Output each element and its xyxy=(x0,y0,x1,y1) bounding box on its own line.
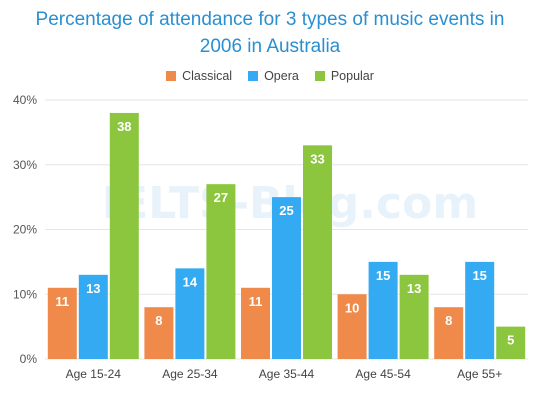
y-tick-label: 20% xyxy=(13,223,37,237)
data-label: 25 xyxy=(279,203,293,218)
y-tick-label: 40% xyxy=(13,93,37,107)
bar-opera xyxy=(272,197,301,359)
bar-popular xyxy=(109,112,139,359)
bar-classical xyxy=(337,294,367,359)
legend-swatch xyxy=(248,71,259,81)
bar-opera xyxy=(175,268,205,359)
legend-item-popular: Popular xyxy=(314,69,374,83)
chart-title-line-2: 2006 in Australia xyxy=(199,36,341,57)
x-tick-label: Age 15-24 xyxy=(66,367,122,381)
bar-opera xyxy=(78,274,108,359)
data-label: 5 xyxy=(507,333,514,348)
chart-title-line-1: Percentage of attendance for 3 types of … xyxy=(35,9,505,30)
y-tick-label: 30% xyxy=(13,158,37,172)
bar-opera xyxy=(465,261,495,359)
data-label: 13 xyxy=(407,281,421,296)
data-label: 11 xyxy=(55,294,69,309)
bar-classical xyxy=(47,287,77,359)
bar-opera xyxy=(368,261,398,359)
bar-classical xyxy=(434,307,464,359)
x-tick-label: Age 35-44 xyxy=(259,367,315,381)
data-label: 10 xyxy=(345,300,359,315)
bar-popular xyxy=(303,145,332,359)
data-label: 33 xyxy=(310,151,324,166)
legend-label: Classical xyxy=(182,69,233,83)
y-tick-label: 10% xyxy=(13,287,37,301)
legend-label: Opera xyxy=(264,69,299,83)
data-label: 14 xyxy=(183,274,198,289)
chart-title: Percentage of attendance for 3 types of … xyxy=(0,6,540,60)
legend-swatch xyxy=(166,71,177,81)
bar-classical xyxy=(241,287,270,359)
x-tick-label: Age 55+ xyxy=(457,367,502,381)
legend-item-opera: Opera xyxy=(248,69,299,83)
bar-classical xyxy=(144,307,174,359)
x-tick-label: Age 45-54 xyxy=(355,367,411,381)
data-label: 8 xyxy=(155,313,162,328)
legend-item-classical: Classical xyxy=(166,69,232,83)
bar-popular xyxy=(496,326,526,359)
data-label: 8 xyxy=(445,313,452,328)
legend-label: Popular xyxy=(330,69,374,83)
data-label: 38 xyxy=(117,119,131,134)
bar-popular xyxy=(399,274,429,359)
bar-popular xyxy=(206,184,236,359)
legend-swatch xyxy=(314,71,325,81)
data-label: 11 xyxy=(249,294,263,309)
x-tick-label: Age 25-34 xyxy=(162,367,218,381)
chart-legend: Classical Opera Popular xyxy=(0,69,540,83)
y-tick-label: 0% xyxy=(20,352,38,366)
data-label: 15 xyxy=(472,268,486,283)
data-label: 27 xyxy=(214,190,228,205)
data-label: 15 xyxy=(376,268,390,283)
data-label: 13 xyxy=(86,281,100,296)
